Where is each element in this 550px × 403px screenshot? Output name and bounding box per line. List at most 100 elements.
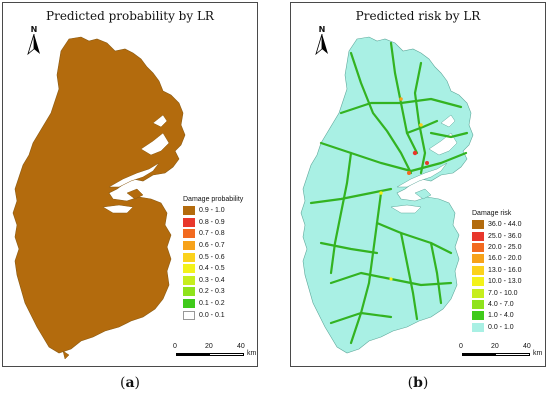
water-inlets [102, 114, 170, 214]
road-segment [413, 61, 427, 175]
legend-item: 10.0 - 13.0 [472, 276, 545, 287]
legend-label: 16.0 - 20.0 [488, 255, 522, 263]
legend-item: 0.3 - 0.4 [183, 275, 257, 287]
scale-tick: 20 [205, 343, 213, 350]
region-land-area [300, 36, 474, 354]
legend-label: 13.0 - 16.0 [488, 266, 522, 274]
legend-swatch [183, 252, 195, 262]
legend-swatch [472, 288, 484, 298]
road-segment [349, 51, 413, 175]
road-segment [349, 191, 383, 345]
legend-item: 0.0 - 0.1 [183, 309, 257, 321]
scale-tick: 0 [173, 343, 177, 350]
map-legend: Damage probability 0.9 - 1.0 0.8 - 0.9 0.7… [183, 196, 257, 356]
road-segment [329, 311, 393, 325]
map-legend: Damage risk 36.0 - 44.0 25.0 - 36.0 20.0 -… [472, 210, 545, 366]
legend-item: 0.2 - 0.3 [183, 286, 257, 298]
road-segment [319, 141, 468, 173]
islands [62, 188, 144, 360]
legend-item: 0.1 - 0.2 [183, 298, 257, 310]
panel-title: Predicted probability by LR [46, 9, 214, 23]
legend-swatch [183, 217, 195, 227]
road-segment [429, 241, 443, 305]
legend-label: 0.0 - 0.1 [199, 311, 225, 319]
legend-swatch [183, 229, 195, 239]
legend-item: 16.0 - 20.0 [472, 253, 545, 264]
map-panel-risk: Predicted risk by LR N Damage risk 36.0 … [290, 2, 546, 367]
legend-item: 0.5 - 0.6 [183, 251, 257, 263]
scale-unit: km [247, 350, 257, 357]
legend-item: 7.0 - 10.0 [472, 287, 545, 298]
road-segment [405, 119, 439, 135]
legend-item: 0.7 - 0.8 [183, 228, 257, 240]
risk-hotspots [379, 97, 429, 281]
legend-list: 0.9 - 1.0 0.8 - 0.9 0.7 - 0.8 0.6 - 0.7 0.5 … [183, 205, 257, 321]
scale-bar-graphic [176, 353, 244, 356]
legend-label: 25.0 - 36.0 [488, 232, 522, 240]
north-arrow-icon [27, 34, 40, 56]
legend-label: 4.0 - 7.0 [488, 300, 514, 308]
legend-swatch [183, 310, 195, 320]
legend-item: 0.8 - 0.9 [183, 217, 257, 229]
legend-label: 10.0 - 13.0 [488, 278, 522, 286]
legend-label: 7.0 - 10.0 [488, 289, 518, 297]
scale-tick: 20 [491, 343, 499, 350]
legend-item: 20.0 - 25.0 [472, 242, 545, 253]
scale-tick: 40 [523, 343, 531, 350]
legend-label: 0.5 - 0.6 [199, 253, 225, 261]
legend-swatch [183, 275, 195, 285]
legend-title: Damage probability [183, 196, 244, 203]
legend-swatch [472, 299, 484, 309]
scale-unit: km [533, 350, 543, 357]
legend-item: 0.0 - 1.0 [472, 322, 545, 333]
scale-bar: 0 20 40 km [173, 343, 257, 361]
road-segment [399, 231, 419, 321]
north-arrow: N [311, 25, 333, 57]
hotspot-high [419, 123, 423, 127]
road-network [309, 41, 469, 345]
hotspot-high [407, 171, 411, 175]
legend-label: 0.3 - 0.4 [199, 276, 225, 284]
road-segment [429, 131, 469, 139]
legend-swatch [472, 322, 484, 332]
legend-label: 0.9 - 1.0 [199, 207, 225, 215]
legend-label: 0.8 - 0.9 [199, 218, 225, 226]
legend-item: 0.6 - 0.7 [183, 240, 257, 252]
scale-tick: 0 [459, 343, 463, 350]
legend-swatch [472, 220, 484, 230]
legend-label: 0.6 - 0.7 [199, 242, 225, 250]
region-map-risk [300, 36, 474, 354]
north-arrow: N [23, 25, 45, 57]
hotspot-high [379, 191, 383, 195]
caption-b: (b) [407, 375, 429, 391]
region-land-area [12, 36, 186, 354]
legend-label: 1.0 - 4.0 [488, 312, 514, 320]
legend-label: 0.1 - 0.2 [199, 300, 225, 308]
legend-label: 0.4 - 0.5 [199, 265, 225, 273]
hotspot-high [425, 161, 429, 165]
scale-bar-graphic [462, 353, 530, 356]
legend-swatch [183, 287, 195, 297]
road-segment [375, 221, 453, 255]
legend-item: 25.0 - 36.0 [472, 230, 545, 241]
north-label: N [30, 25, 38, 34]
road-segment [309, 187, 393, 205]
legend-swatch [183, 264, 195, 274]
islands [414, 188, 432, 200]
legend-label: 0.2 - 0.3 [199, 288, 225, 296]
legend-label: 0.7 - 0.8 [199, 230, 225, 238]
legend-swatch [183, 241, 195, 251]
water-inlets [390, 114, 458, 214]
road-segment [319, 241, 379, 255]
hotspot-high [399, 97, 403, 101]
legend-swatch [472, 254, 484, 264]
legend-label: 20.0 - 25.0 [488, 243, 522, 251]
legend-swatch [472, 265, 484, 275]
legend-swatch [472, 277, 484, 287]
legend-list: 36.0 - 44.0 25.0 - 36.0 20.0 - 25.0 16.0 - … [472, 219, 545, 333]
caption-a: (a) [119, 375, 140, 391]
scale-tick: 40 [237, 343, 245, 350]
legend-item: 0.9 - 1.0 [183, 205, 257, 217]
road-segment [329, 151, 353, 275]
hotspot-high [389, 277, 393, 281]
